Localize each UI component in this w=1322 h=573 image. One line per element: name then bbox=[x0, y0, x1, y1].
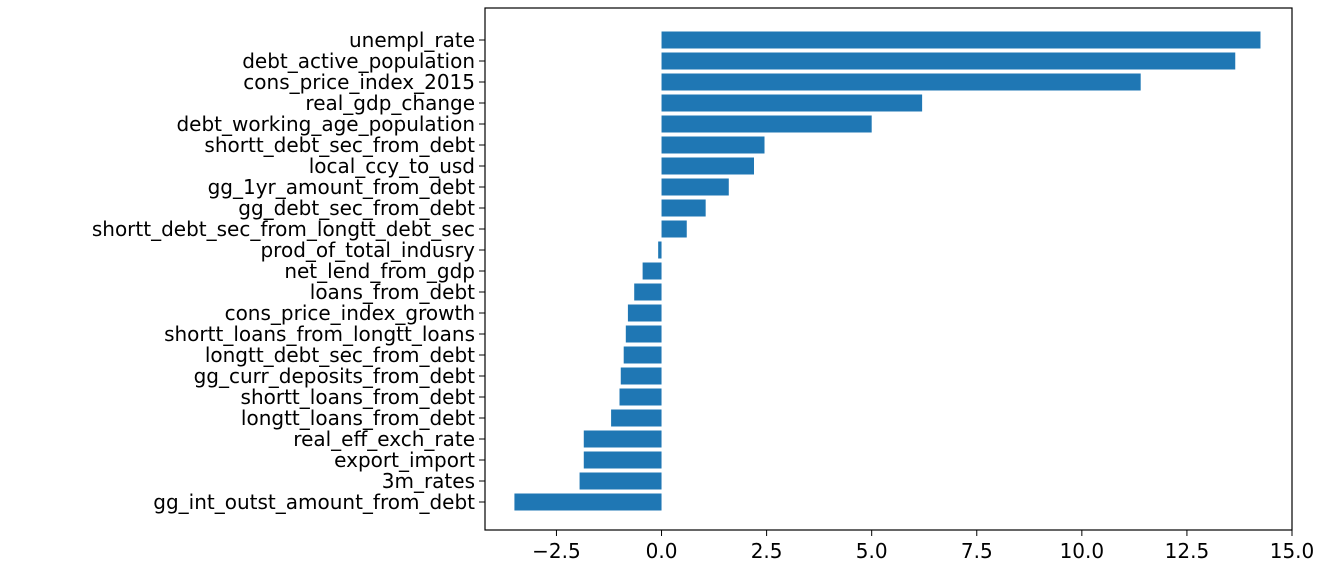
bar-gg-debt-sec-from-debt bbox=[661, 199, 706, 217]
bar-debt-active-population bbox=[661, 52, 1236, 70]
category-label: loans_from_debt bbox=[310, 280, 475, 304]
category-label: 3m_rates bbox=[382, 469, 475, 493]
category-label: longtt_debt_sec_from_debt bbox=[205, 343, 475, 367]
bar-cons-price-index-growth bbox=[627, 304, 662, 322]
bar-gg-1yr-amount-from-debt bbox=[661, 178, 729, 196]
category-label: gg_1yr_amount_from_debt bbox=[208, 175, 476, 199]
category-label: cons_price_index_growth bbox=[225, 301, 475, 325]
bar-debt-working-age-population bbox=[661, 115, 872, 133]
bar-local-ccy-to-usd bbox=[661, 157, 754, 175]
bar-net-lend-from-gdp bbox=[642, 262, 662, 280]
category-label: shortt_debt_sec_from_longtt_debt_sec bbox=[92, 217, 475, 241]
category-label: real_gdp_change bbox=[305, 91, 475, 115]
category-label: gg_debt_sec_from_debt bbox=[238, 196, 475, 220]
category-label: gg_curr_deposits_from_debt bbox=[194, 364, 476, 388]
x-tick-label: 0.0 bbox=[646, 539, 678, 563]
bar-loans-from-debt bbox=[634, 283, 662, 301]
category-label: export_import bbox=[334, 448, 475, 472]
category-label: real_eff_exch_rate bbox=[293, 427, 475, 451]
bar-export-import bbox=[583, 451, 662, 469]
bar-unempl-rate bbox=[661, 31, 1261, 49]
bar-longtt-debt-sec-from-debt bbox=[623, 346, 662, 364]
category-label: net_lend_from_gdp bbox=[284, 259, 475, 283]
x-tick-label: −2.5 bbox=[532, 539, 581, 563]
bar-shortt-loans-from-debt bbox=[619, 388, 662, 406]
bar-3m-rates bbox=[579, 472, 662, 490]
category-label: prod_of_total_indusry bbox=[260, 238, 475, 262]
x-tick-label: 5.0 bbox=[856, 539, 888, 563]
bar-real-eff-exch-rate bbox=[583, 430, 662, 448]
bar-gg-int-outst-amount-from-debt bbox=[514, 493, 662, 511]
bar-prod-of-total-indusry bbox=[658, 241, 662, 259]
x-tick-label: 15.0 bbox=[1270, 539, 1315, 563]
category-label: longtt_loans_from_debt bbox=[241, 406, 475, 430]
category-label: shortt_loans_from_longtt_loans bbox=[164, 322, 475, 346]
x-axis-ticks: −2.5 0.0 2.5 5.0 7.5 10.0 12.5 15.0 bbox=[532, 530, 1314, 563]
category-label: gg_int_outst_amount_from_debt bbox=[153, 490, 475, 514]
bar-shortt-debt-sec-from-debt bbox=[661, 136, 765, 154]
bar-shortt-debt-sec-from-longtt-debt-sec bbox=[661, 220, 687, 238]
x-tick-label: 10.0 bbox=[1060, 539, 1105, 563]
bar-shortt-loans-from-longtt-loans bbox=[625, 325, 662, 343]
category-label: cons_price_index_2015 bbox=[243, 70, 475, 94]
y-axis-category-labels: unempl_ratedebt_active_populationcons_pr… bbox=[92, 28, 485, 514]
category-label: shortt_loans_from_debt bbox=[241, 385, 476, 409]
x-tick-label: 7.5 bbox=[961, 539, 993, 563]
bar-real-gdp-change bbox=[661, 94, 923, 112]
category-label: unempl_rate bbox=[349, 28, 475, 52]
x-tick-label: 2.5 bbox=[751, 539, 783, 563]
category-label: local_ccy_to_usd bbox=[309, 154, 475, 178]
category-label: shortt_debt_sec_from_debt bbox=[204, 133, 475, 157]
bar-gg-curr-deposits-from-debt bbox=[620, 367, 662, 385]
bar-longtt-loans-from-debt bbox=[611, 409, 662, 427]
x-tick-label: 12.5 bbox=[1165, 539, 1210, 563]
plot-frame bbox=[484, 7, 1293, 531]
bar-cons-price-index-2015 bbox=[661, 73, 1141, 91]
bars-layer bbox=[514, 31, 1261, 511]
category-label: debt_active_population bbox=[242, 49, 475, 73]
category-label: debt_working_age_population bbox=[176, 112, 475, 136]
